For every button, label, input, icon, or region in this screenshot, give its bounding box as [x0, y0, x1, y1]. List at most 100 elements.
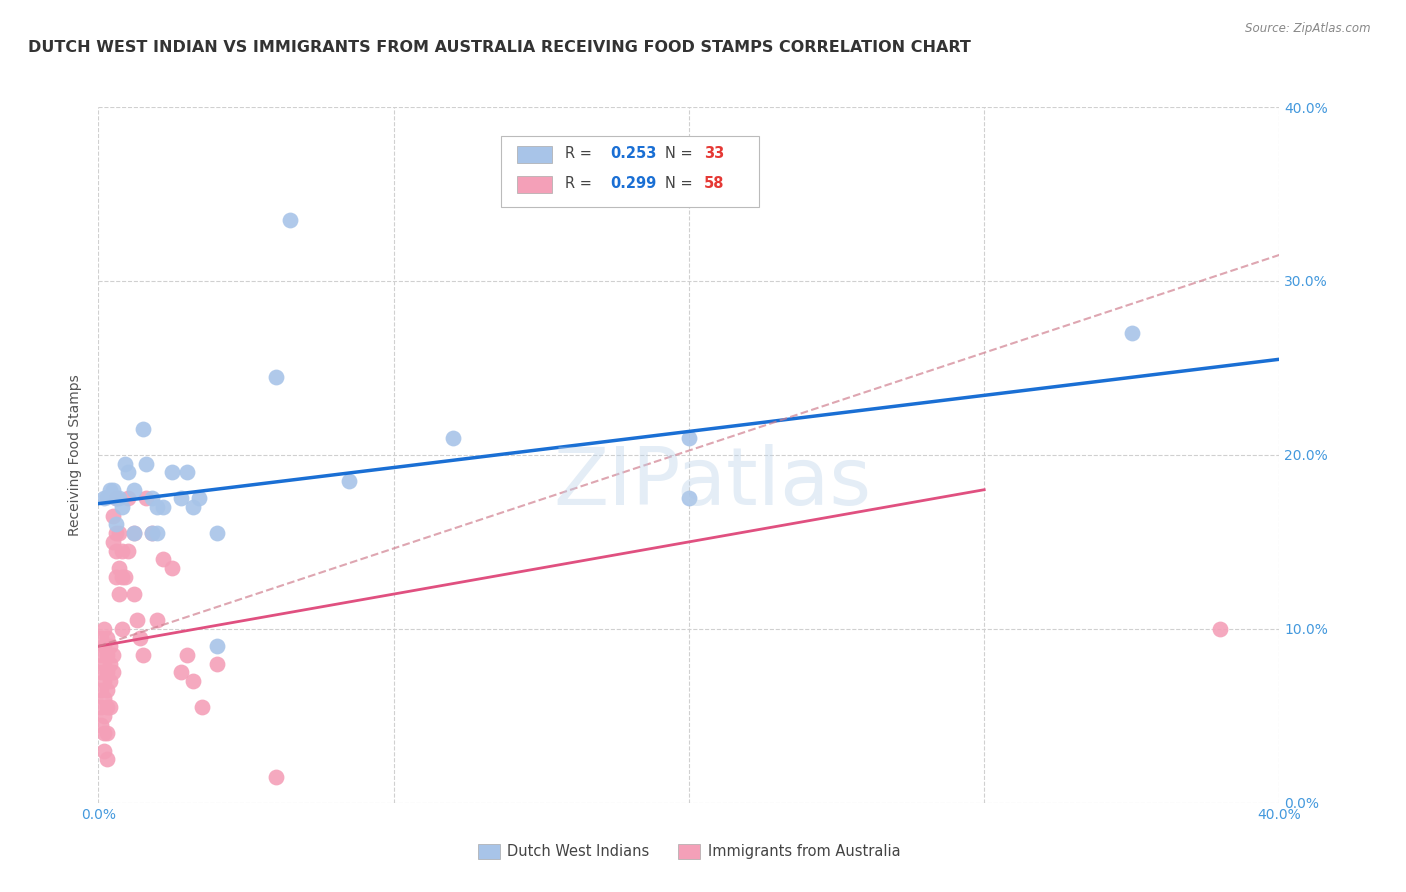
Point: [90, 682, 112, 697]
Text: 0.253: 0.253: [610, 146, 657, 161]
Point: [678, 491, 700, 506]
Point: [98, 639, 121, 653]
Point: [108, 587, 131, 601]
Point: [96, 700, 118, 714]
Point: [181, 500, 204, 514]
Point: [280, 213, 302, 227]
Point: [96, 648, 118, 662]
Point: [98, 483, 121, 497]
Point: [1209, 622, 1232, 636]
Point: [90, 700, 112, 714]
Point: [205, 657, 228, 671]
Point: [162, 561, 183, 575]
Point: [96, 631, 118, 645]
Point: [93, 657, 115, 671]
Point: [264, 369, 287, 384]
Point: [98, 657, 121, 671]
Point: [264, 770, 287, 784]
Point: [111, 500, 134, 514]
Text: N =: N =: [665, 176, 697, 191]
Point: [441, 430, 464, 444]
Point: [152, 500, 174, 514]
Point: [135, 457, 157, 471]
Point: [98, 700, 121, 714]
Point: [132, 648, 155, 662]
Point: [111, 543, 134, 558]
Point: [117, 543, 139, 558]
Point: [141, 526, 163, 541]
Point: [135, 491, 157, 506]
Point: [90, 665, 112, 680]
Point: [93, 622, 115, 636]
FancyBboxPatch shape: [501, 136, 759, 207]
Point: [96, 752, 118, 766]
Point: [205, 526, 228, 541]
Point: [176, 466, 198, 480]
Point: [103, 648, 125, 662]
Point: [170, 665, 193, 680]
Point: [93, 639, 115, 653]
Point: [122, 587, 145, 601]
Point: [117, 491, 139, 506]
Point: [181, 674, 204, 689]
Point: [108, 491, 131, 506]
Text: R =: R =: [565, 146, 596, 161]
Point: [176, 648, 198, 662]
Point: [105, 526, 128, 541]
Point: [103, 483, 125, 497]
Point: [114, 457, 136, 471]
Point: [98, 674, 121, 689]
Point: [141, 526, 163, 541]
Point: [93, 726, 115, 740]
Point: [146, 526, 169, 541]
Point: [105, 491, 128, 506]
Point: [105, 570, 128, 584]
Point: [162, 466, 183, 480]
FancyBboxPatch shape: [516, 176, 553, 193]
Point: [152, 552, 174, 566]
Point: [114, 570, 136, 584]
Point: [1121, 326, 1143, 340]
Point: [191, 700, 214, 714]
Point: [108, 526, 131, 541]
Point: [90, 648, 112, 662]
Point: [90, 717, 112, 731]
Point: [205, 639, 228, 653]
Point: [141, 491, 163, 506]
Point: [105, 491, 128, 506]
Point: [105, 517, 128, 532]
Point: [146, 500, 169, 514]
Point: [111, 570, 134, 584]
Point: [90, 631, 112, 645]
Point: [111, 622, 134, 636]
Point: [96, 726, 118, 740]
Point: [93, 744, 115, 758]
Point: [108, 561, 131, 575]
Point: [146, 613, 169, 627]
Text: 33: 33: [704, 146, 724, 161]
Point: [117, 466, 139, 480]
Point: [132, 422, 155, 436]
FancyBboxPatch shape: [516, 146, 553, 162]
Point: [103, 508, 125, 523]
Point: [105, 543, 128, 558]
Point: [170, 491, 193, 506]
Point: [93, 491, 115, 506]
Point: [128, 631, 150, 645]
Point: [339, 474, 361, 488]
Point: [187, 491, 209, 506]
Point: [678, 430, 700, 444]
Point: [93, 708, 115, 723]
Point: [93, 691, 115, 706]
Y-axis label: Receiving Food Stamps: Receiving Food Stamps: [69, 374, 83, 536]
Text: DUTCH WEST INDIAN VS IMMIGRANTS FROM AUSTRALIA RECEIVING FOOD STAMPS CORRELATION: DUTCH WEST INDIAN VS IMMIGRANTS FROM AUS…: [28, 40, 972, 55]
Point: [93, 674, 115, 689]
Point: [103, 665, 125, 680]
Point: [96, 490, 118, 504]
Point: [122, 526, 145, 541]
Point: [122, 526, 145, 541]
Point: [122, 483, 145, 497]
Text: R =: R =: [565, 176, 596, 191]
Text: 0.299: 0.299: [610, 176, 657, 191]
Point: [96, 682, 118, 697]
